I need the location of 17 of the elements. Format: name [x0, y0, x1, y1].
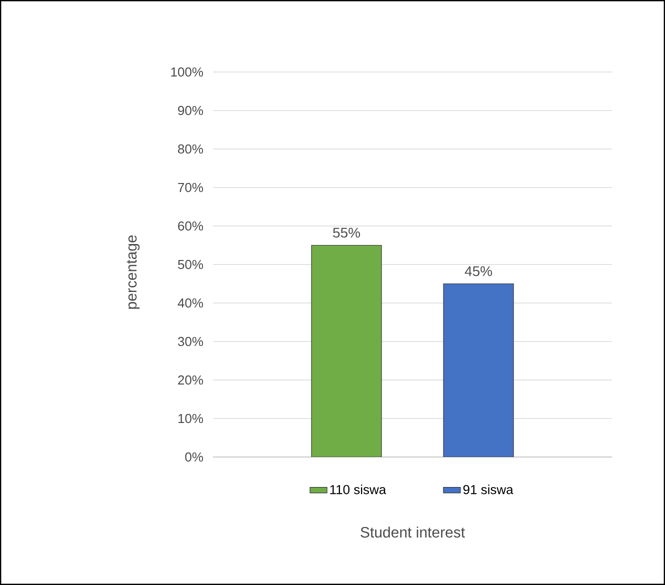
- y-tick-label: 70%: [178, 182, 204, 192]
- y-tick-label: 40%: [178, 298, 204, 308]
- y-tick-label: 80%: [178, 144, 204, 154]
- y-tick-label: 20%: [178, 375, 204, 385]
- data-label: 45%: [464, 266, 492, 276]
- y-tick-label: 0%: [185, 452, 204, 462]
- data-label: 55%: [333, 228, 360, 238]
- y-tick-label: 10%: [178, 414, 204, 424]
- y-tick-label: 90%: [178, 106, 204, 116]
- y-tick-label: 100%: [171, 67, 204, 77]
- y-tick-label: 60%: [178, 221, 204, 231]
- y-tick-label: 30%: [178, 336, 204, 346]
- y-axis-title: percentage: [126, 235, 140, 309]
- y-tick-label: 50%: [178, 260, 204, 270]
- x-axis-title: Student interest: [360, 526, 465, 538]
- legend-label: 110 siswa: [330, 484, 386, 494]
- legend-label: 91 siswa: [463, 484, 514, 494]
